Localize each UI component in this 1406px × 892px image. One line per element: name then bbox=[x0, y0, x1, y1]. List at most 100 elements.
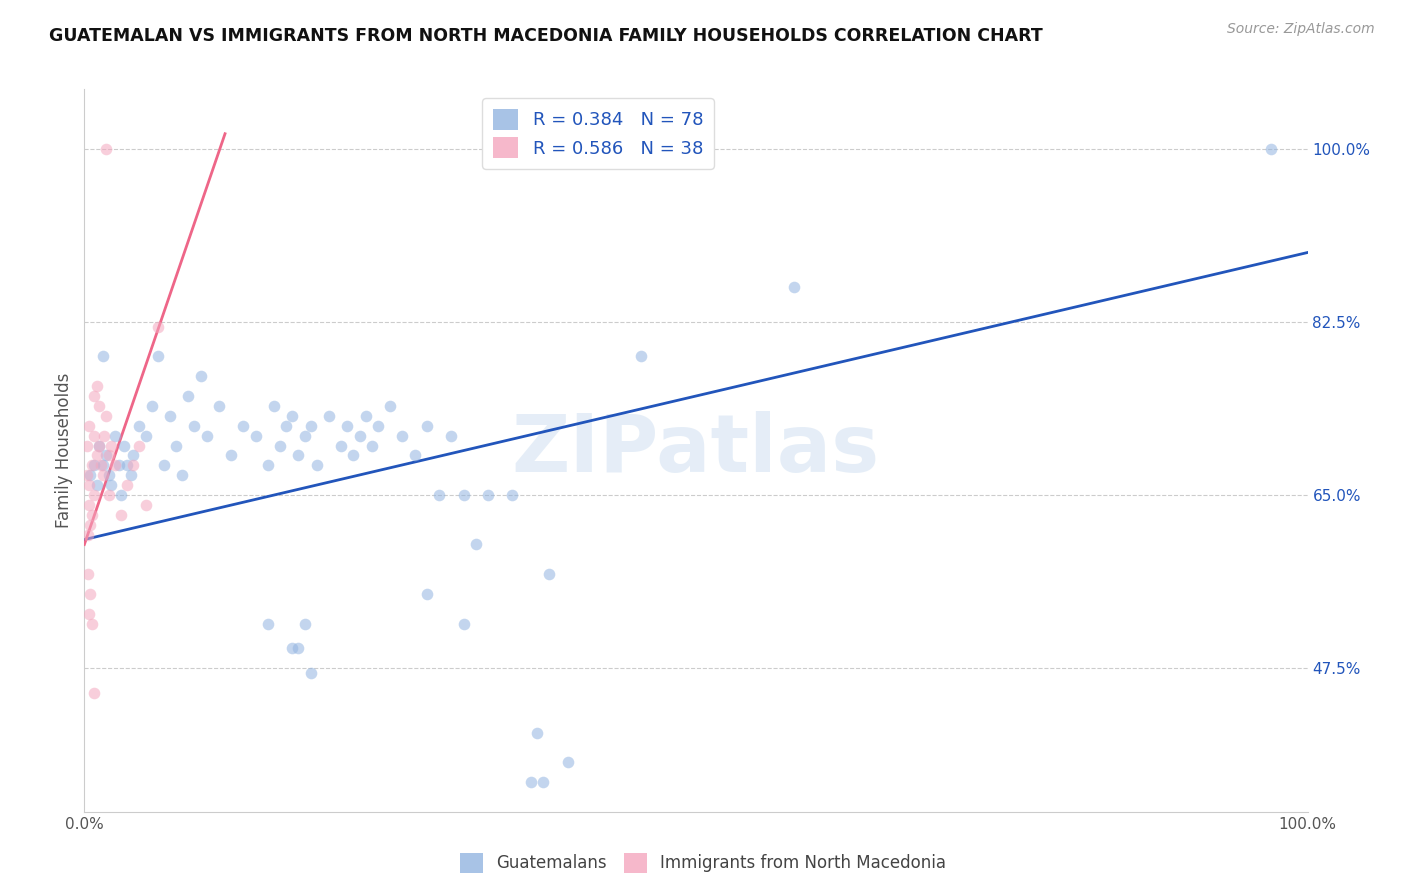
Legend: Guatemalans, Immigrants from North Macedonia: Guatemalans, Immigrants from North Maced… bbox=[453, 847, 953, 880]
Point bbox=[86, 449, 108, 463]
Point bbox=[87, 438, 110, 452]
Point bbox=[100, 438, 122, 452]
Point bbox=[77, 607, 100, 621]
Point bbox=[427, 488, 450, 502]
Point bbox=[557, 756, 579, 770]
Point bbox=[783, 280, 806, 294]
Point bbox=[77, 567, 100, 582]
Point bbox=[526, 725, 548, 739]
Point bbox=[354, 409, 377, 423]
Point bbox=[183, 418, 205, 433]
Point bbox=[257, 458, 280, 473]
Point bbox=[104, 428, 127, 442]
Point bbox=[93, 428, 115, 442]
Point bbox=[100, 478, 122, 492]
Point bbox=[453, 616, 475, 631]
Point bbox=[110, 488, 132, 502]
Point bbox=[76, 468, 98, 483]
Point bbox=[97, 449, 120, 463]
Point bbox=[141, 399, 163, 413]
Point bbox=[112, 438, 135, 452]
Point bbox=[477, 488, 499, 502]
Point bbox=[104, 458, 127, 473]
Point bbox=[135, 428, 157, 442]
Point bbox=[77, 527, 100, 541]
Point bbox=[87, 399, 110, 413]
Point bbox=[115, 458, 138, 473]
Point bbox=[391, 428, 413, 442]
Point bbox=[110, 508, 132, 522]
Point bbox=[281, 409, 304, 423]
Point bbox=[83, 458, 105, 473]
Text: Source: ZipAtlas.com: Source: ZipAtlas.com bbox=[1227, 22, 1375, 37]
Point bbox=[531, 775, 554, 789]
Point bbox=[115, 478, 138, 492]
Point bbox=[91, 350, 114, 364]
Point bbox=[177, 389, 200, 403]
Point bbox=[91, 458, 114, 473]
Point bbox=[318, 409, 340, 423]
Point bbox=[336, 418, 359, 433]
Text: GUATEMALAN VS IMMIGRANTS FROM NORTH MACEDONIA FAMILY HOUSEHOLDS CORRELATION CHAR: GUATEMALAN VS IMMIGRANTS FROM NORTH MACE… bbox=[49, 27, 1043, 45]
Point bbox=[502, 488, 524, 502]
Point bbox=[122, 458, 145, 473]
Point bbox=[195, 428, 218, 442]
Point bbox=[276, 418, 298, 433]
Y-axis label: Family Households: Family Households bbox=[55, 373, 73, 528]
Point bbox=[87, 438, 110, 452]
Point bbox=[153, 458, 176, 473]
Point bbox=[208, 399, 231, 413]
Point bbox=[79, 517, 101, 532]
Point bbox=[190, 369, 212, 384]
Point bbox=[86, 379, 108, 393]
Point bbox=[83, 686, 105, 700]
Point bbox=[538, 567, 561, 582]
Point bbox=[440, 428, 463, 442]
Legend: R = 0.384   N = 78, R = 0.586   N = 38: R = 0.384 N = 78, R = 0.586 N = 38 bbox=[482, 98, 714, 169]
Point bbox=[287, 449, 309, 463]
Point bbox=[219, 449, 242, 463]
Point bbox=[360, 438, 382, 452]
Point bbox=[520, 775, 543, 789]
Text: ZIPatlas: ZIPatlas bbox=[512, 411, 880, 490]
Point bbox=[245, 428, 267, 442]
Point bbox=[453, 488, 475, 502]
Point bbox=[287, 641, 309, 656]
Point bbox=[76, 438, 98, 452]
Point bbox=[90, 458, 112, 473]
Point bbox=[281, 641, 304, 656]
Point bbox=[416, 587, 439, 601]
Point bbox=[83, 488, 105, 502]
Point bbox=[96, 142, 118, 156]
Point bbox=[416, 418, 439, 433]
Point bbox=[263, 399, 285, 413]
Point bbox=[165, 438, 187, 452]
Point bbox=[380, 399, 402, 413]
Point bbox=[122, 449, 145, 463]
Point bbox=[367, 418, 389, 433]
Point bbox=[91, 468, 114, 483]
Point bbox=[86, 478, 108, 492]
Point bbox=[128, 438, 150, 452]
Point bbox=[80, 616, 103, 631]
Point bbox=[330, 438, 353, 452]
Point bbox=[299, 666, 322, 681]
Point bbox=[83, 428, 105, 442]
Point bbox=[96, 449, 118, 463]
Point bbox=[257, 616, 280, 631]
Point bbox=[107, 458, 129, 473]
Point bbox=[77, 478, 100, 492]
Point bbox=[404, 449, 426, 463]
Point bbox=[172, 468, 194, 483]
Point bbox=[135, 498, 157, 512]
Point bbox=[159, 409, 181, 423]
Point bbox=[146, 350, 169, 364]
Point bbox=[342, 449, 364, 463]
Point bbox=[128, 418, 150, 433]
Point bbox=[294, 616, 316, 631]
Point bbox=[97, 468, 120, 483]
Point bbox=[79, 587, 101, 601]
Point bbox=[232, 418, 254, 433]
Point bbox=[1260, 142, 1282, 156]
Point bbox=[299, 418, 322, 433]
